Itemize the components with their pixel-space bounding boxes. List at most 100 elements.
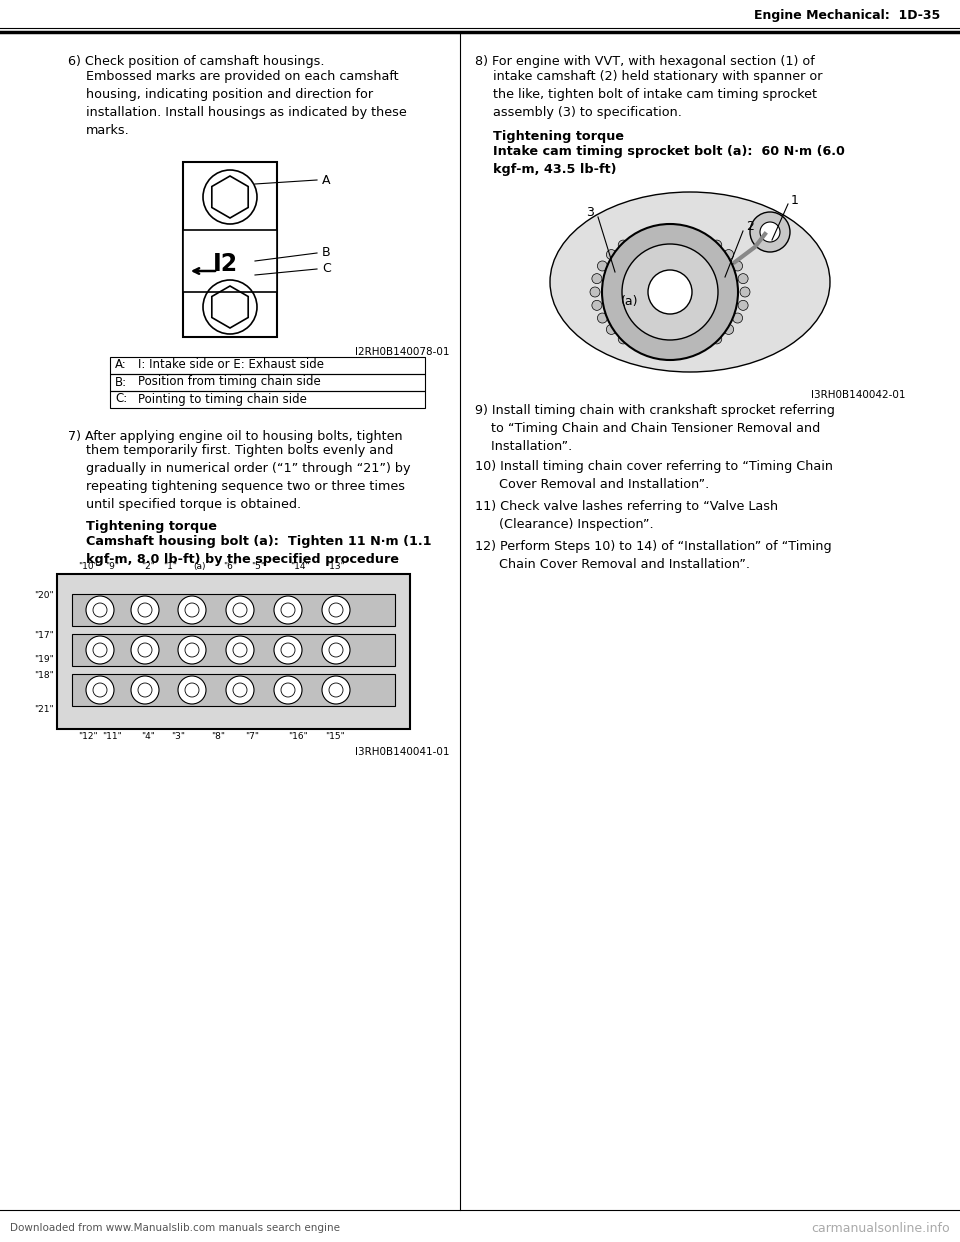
Circle shape — [602, 224, 738, 360]
Circle shape — [760, 222, 780, 242]
Text: I2: I2 — [212, 252, 237, 276]
Polygon shape — [72, 594, 395, 626]
Circle shape — [86, 636, 114, 664]
Circle shape — [226, 636, 254, 664]
Circle shape — [698, 342, 708, 351]
Text: (a): (a) — [194, 561, 206, 571]
Circle shape — [592, 273, 602, 283]
Text: 2: 2 — [746, 221, 754, 233]
Circle shape — [711, 240, 722, 250]
Text: 9) Install timing chain with crankshaft sprocket referring
    to “Timing Chain : 9) Install timing chain with crankshaft … — [475, 404, 835, 453]
Text: "14": "14" — [290, 561, 310, 571]
Text: "9": "9" — [105, 561, 119, 571]
Text: "19": "19" — [35, 655, 54, 663]
Circle shape — [226, 596, 254, 623]
Text: "20": "20" — [35, 591, 54, 600]
Text: 11) Check valve lashes referring to “Valve Lash
      (Clearance) Inspection”.: 11) Check valve lashes referring to “Val… — [475, 501, 779, 532]
Circle shape — [178, 596, 206, 623]
Circle shape — [665, 347, 675, 356]
Text: I: Intake side or E: Exhaust side: I: Intake side or E: Exhaust side — [138, 359, 324, 371]
Circle shape — [738, 273, 748, 283]
Circle shape — [86, 676, 114, 704]
Text: "11": "11" — [102, 732, 122, 741]
Text: "15": "15" — [325, 732, 345, 741]
Text: "18": "18" — [35, 672, 54, 681]
Circle shape — [274, 676, 302, 704]
Text: 7) After applying engine oil to housing bolts, tighten: 7) After applying engine oil to housing … — [68, 430, 402, 443]
Text: C: C — [322, 262, 331, 276]
Text: Intake cam timing sprocket bolt (a):  60 N·m (6.0
kgf-m, 43.5 lb-ft): Intake cam timing sprocket bolt (a): 60 … — [493, 145, 845, 176]
Text: "16": "16" — [288, 732, 308, 741]
Text: I3RH0B140042-01: I3RH0B140042-01 — [810, 390, 905, 400]
Text: "12": "12" — [78, 732, 98, 741]
Text: Position from timing chain side: Position from timing chain side — [138, 375, 321, 389]
Text: Pointing to timing chain side: Pointing to timing chain side — [138, 392, 307, 405]
Circle shape — [738, 301, 748, 310]
Circle shape — [131, 676, 159, 704]
Polygon shape — [72, 674, 395, 705]
Circle shape — [274, 636, 302, 664]
Text: Downloaded from www.Manualslib.com manuals search engine: Downloaded from www.Manualslib.com manua… — [10, 1223, 340, 1233]
Text: "6": "6" — [223, 561, 237, 571]
Text: A: A — [322, 174, 330, 186]
Text: "17": "17" — [35, 631, 54, 641]
Text: B: B — [322, 246, 330, 260]
Circle shape — [592, 301, 602, 310]
Text: 12) Perform Steps 10) to 14) of “Installation” of “Timing
      Chain Cover Remo: 12) Perform Steps 10) to 14) of “Install… — [475, 540, 831, 571]
Circle shape — [732, 313, 743, 323]
Circle shape — [322, 676, 350, 704]
Text: B:: B: — [115, 375, 127, 389]
Text: "1": "1" — [163, 561, 177, 571]
Text: them temporarily first. Tighten bolts evenly and
gradually in numerical order (“: them temporarily first. Tighten bolts ev… — [86, 443, 411, 510]
Text: intake camshaft (2) held stationary with spanner or
the like, tighten bolt of in: intake camshaft (2) held stationary with… — [493, 70, 823, 119]
Circle shape — [322, 636, 350, 664]
Circle shape — [618, 240, 628, 250]
Text: 6) Check position of camshaft housings.: 6) Check position of camshaft housings. — [68, 55, 324, 68]
Circle shape — [618, 334, 628, 344]
Polygon shape — [183, 161, 277, 337]
Text: "4": "4" — [141, 732, 155, 741]
Text: C:: C: — [115, 392, 128, 405]
Text: "13": "13" — [325, 561, 345, 571]
Circle shape — [750, 212, 790, 252]
Text: "7": "7" — [245, 732, 259, 741]
Text: I2RH0B140078-01: I2RH0B140078-01 — [355, 347, 450, 356]
Text: "3": "3" — [171, 732, 185, 741]
Polygon shape — [183, 230, 277, 292]
Circle shape — [633, 233, 642, 243]
Circle shape — [607, 250, 616, 260]
Text: Tightening torque: Tightening torque — [86, 520, 217, 533]
Circle shape — [131, 636, 159, 664]
Text: "5": "5" — [251, 561, 265, 571]
Text: Embossed marks are provided on each camshaft
housing, indicating position and di: Embossed marks are provided on each cams… — [86, 70, 407, 137]
Circle shape — [178, 636, 206, 664]
Circle shape — [226, 676, 254, 704]
Text: 8) For engine with VVT, with hexagonal section (1) of: 8) For engine with VVT, with hexagonal s… — [475, 55, 815, 68]
Circle shape — [724, 250, 733, 260]
Circle shape — [682, 229, 692, 238]
Circle shape — [682, 345, 692, 355]
Text: I3RH0B140041-01: I3RH0B140041-01 — [355, 746, 450, 758]
Circle shape — [86, 596, 114, 623]
Circle shape — [622, 243, 718, 340]
Circle shape — [711, 334, 722, 344]
Ellipse shape — [550, 193, 830, 373]
Circle shape — [607, 324, 616, 334]
Circle shape — [732, 261, 743, 271]
Circle shape — [648, 345, 659, 355]
Circle shape — [597, 261, 608, 271]
Circle shape — [740, 287, 750, 297]
Circle shape — [633, 342, 642, 351]
Text: 10) Install timing chain cover referring to “Timing Chain
      Cover Removal an: 10) Install timing chain cover referring… — [475, 460, 833, 491]
Text: Tightening torque: Tightening torque — [493, 130, 624, 143]
Circle shape — [724, 324, 733, 334]
Circle shape — [698, 233, 708, 243]
Text: Engine Mechanical:  1D-35: Engine Mechanical: 1D-35 — [754, 10, 940, 22]
Circle shape — [178, 676, 206, 704]
Text: "2": "2" — [141, 561, 155, 571]
Text: 1: 1 — [791, 194, 799, 206]
Circle shape — [274, 596, 302, 623]
Text: carmanualsonline.info: carmanualsonline.info — [811, 1221, 950, 1235]
Circle shape — [648, 270, 692, 314]
Circle shape — [648, 229, 659, 238]
